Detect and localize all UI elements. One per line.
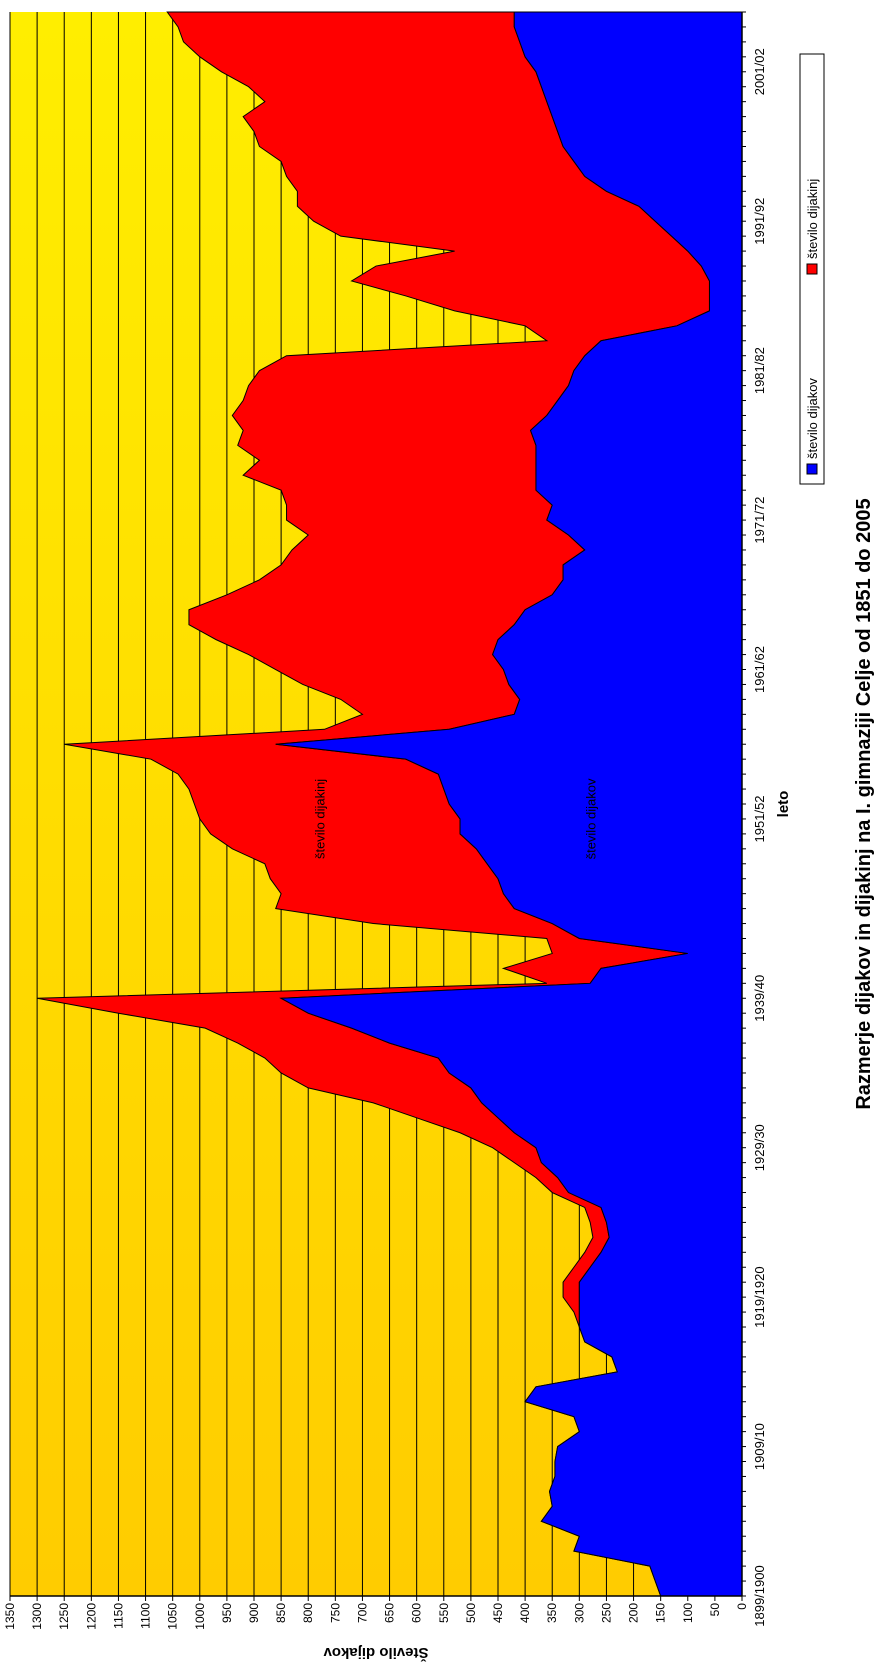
x-tick-label: 1909/10	[752, 1423, 767, 1470]
y-tick-label: 1000	[193, 1603, 207, 1630]
y-tick-label: 900	[247, 1603, 261, 1623]
y-tick-label: 150	[654, 1603, 668, 1623]
y-tick-label: 50	[708, 1603, 722, 1617]
y-tick-label: 500	[464, 1603, 478, 1623]
y-tick-label: 200	[627, 1603, 641, 1623]
x-tick-label: 1899/1900	[752, 1565, 767, 1626]
y-tick-label: 1250	[57, 1603, 71, 1630]
y-tick-label: 0	[735, 1603, 749, 1610]
y-tick-label: 300	[572, 1603, 586, 1623]
x-tick-label: 1961/62	[752, 646, 767, 693]
legend-swatch	[806, 463, 818, 475]
y-tick-label: 100	[681, 1603, 695, 1623]
y-tick-label: 850	[274, 1603, 288, 1623]
annotations: število dijakinj število dijakov	[312, 778, 598, 859]
x-tick-label: 1971/72	[752, 497, 767, 544]
y-tick-label: 1200	[84, 1603, 98, 1630]
y-axis-title: Število dijakov	[323, 1644, 429, 1662]
y-tick-label: 1050	[166, 1603, 180, 1630]
y-tick-label: 550	[437, 1603, 451, 1623]
x-tick-label: 1939/40	[752, 975, 767, 1022]
y-tick-label: 350	[545, 1603, 559, 1623]
y-tick-label: 800	[301, 1603, 315, 1623]
y-tick-label: 1150	[111, 1603, 125, 1629]
x-tick-label: 1951/52	[752, 795, 767, 842]
y-axis-tick-labels: 0 50 100 150 200 250 300 350 400 450 500 550 600 650 7…	[3, 1596, 749, 1630]
chart-title: Razmerje dijakov in dijakinj na I. gimna…	[853, 498, 875, 1109]
y-tick-label: 1300	[30, 1603, 44, 1630]
y-tick-label: 750	[328, 1603, 342, 1623]
y-tick-label: 250	[599, 1603, 613, 1623]
legend-swatch	[806, 263, 818, 275]
legend-label: število dijakov	[805, 378, 820, 459]
annotation-label: število dijakov	[584, 778, 599, 859]
annotation-label: število dijakinj	[312, 779, 327, 859]
legend-label: število dijakinj	[805, 179, 820, 259]
rotated-chart-group: 0 50 100 150 200 250 300 350 400 450 500 550 600 650 7…	[3, 11, 875, 1662]
y-tick-label: 950	[220, 1603, 234, 1623]
legend: število dijakov število dijakinj	[799, 53, 825, 485]
x-tick-label: 1929/30	[752, 1124, 767, 1171]
y-tick-label: 650	[383, 1603, 397, 1623]
x-tick-label: 1981/82	[752, 347, 767, 394]
x-axis-title: leto	[775, 791, 792, 818]
y-tick-label: 400	[518, 1603, 532, 1623]
x-tick-label: 1991/92	[752, 198, 767, 245]
y-tick-label: 1350	[3, 1603, 17, 1630]
x-tick-label: 2001/02	[752, 48, 767, 95]
x-axis-tick-labels: 1899/1900 1909/10 1919/1920 1929/30 1939/40 1…	[742, 11, 767, 1627]
y-tick-label: 700	[355, 1603, 369, 1623]
x-tick-label: 1919/1920	[752, 1266, 767, 1327]
y-tick-label: 450	[491, 1603, 505, 1623]
y-tick-label: 600	[410, 1603, 424, 1623]
y-tick-label: 1100	[139, 1603, 153, 1629]
